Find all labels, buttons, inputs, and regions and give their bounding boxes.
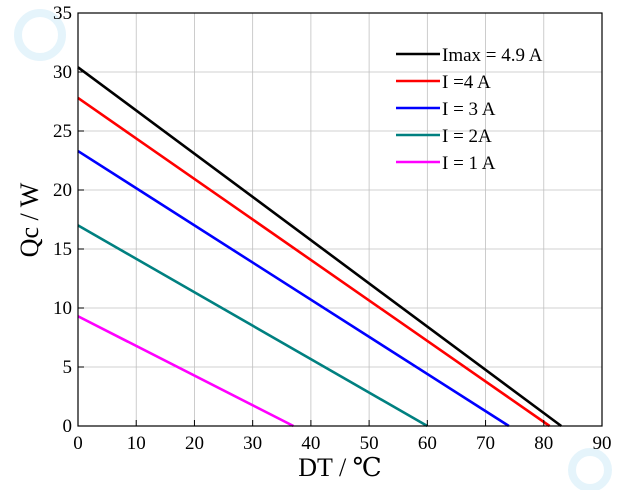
y-tick-label: 20: [53, 180, 72, 201]
plot-area-frame: [77, 12, 603, 427]
x-tick-label: 70: [476, 433, 495, 454]
axis-ticks: [77, 12, 603, 427]
watermark: [14, 9, 612, 490]
series-line-4: [77, 315, 295, 428]
legend: Imax = 4.9 A I =4 A I = 3 A I = 2A I = 1 A: [396, 45, 543, 174]
y-tick-label: 30: [53, 62, 72, 83]
series-line-3: [77, 224, 428, 428]
legend-label-0: Imax = 4.9 A: [442, 45, 543, 66]
y-tick-label: 15: [53, 239, 72, 260]
series-group: [77, 66, 563, 428]
y-axis-title: Qc / W: [15, 182, 44, 257]
series-line-2: [77, 149, 510, 428]
y-tick-label: 5: [63, 357, 73, 378]
legend-label-1: I =4 A: [442, 72, 491, 93]
x-tick-label: 30: [243, 433, 262, 454]
x-tick-label: 90: [593, 433, 612, 454]
series-line-0: [77, 66, 563, 428]
x-tick-label: 50: [360, 433, 379, 454]
x-tick-label: 80: [534, 433, 553, 454]
x-tick-label: 40: [301, 433, 320, 454]
axis-tick-labels: 0 10 20 30 40 50 60 70 80 90 0 5 10 15 20 25 30 35: [53, 3, 612, 454]
legend-label-2: I = 3 A: [442, 99, 496, 120]
legend-label-4: I = 1 A: [442, 153, 496, 174]
y-tick-label: 10: [53, 298, 72, 319]
legend-label-3: I = 2A: [442, 126, 492, 147]
x-tick-label: 20: [185, 433, 204, 454]
x-tick-label: 10: [127, 433, 146, 454]
y-tick-label: 35: [53, 3, 72, 24]
y-tick-label: 0: [63, 416, 73, 437]
x-tick-label: 60: [418, 433, 437, 454]
series-line-1: [77, 96, 551, 428]
grid: [78, 13, 602, 426]
x-axis-title: DT / ℃: [298, 453, 382, 482]
x-tick-label: 0: [73, 433, 83, 454]
y-tick-label: 25: [53, 121, 72, 142]
